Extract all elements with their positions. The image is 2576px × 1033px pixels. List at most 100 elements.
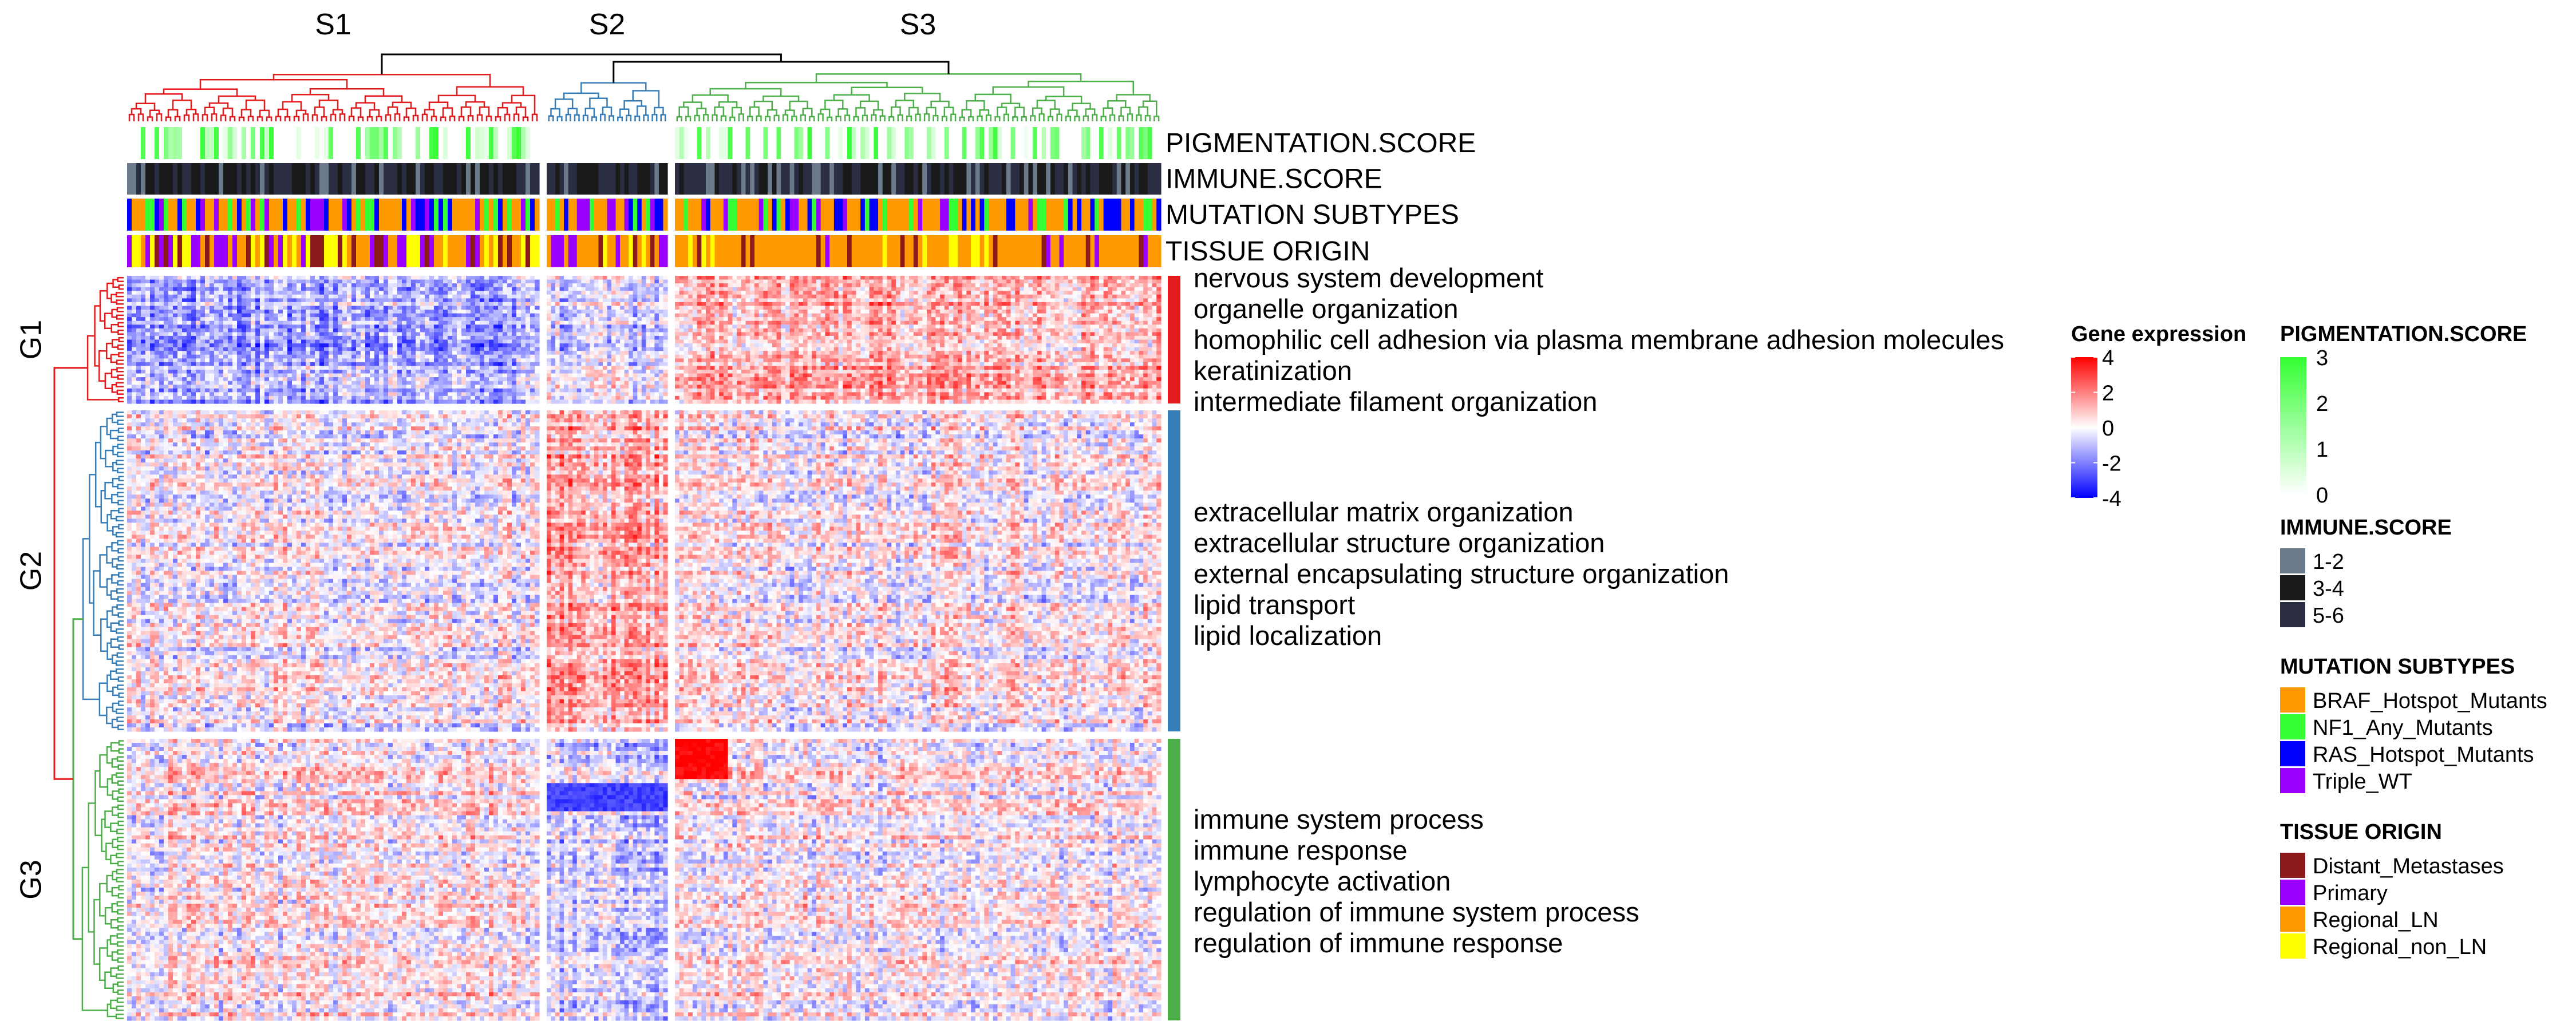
heatmap-cell [196, 388, 201, 393]
heatmap-cell [297, 347, 302, 351]
dendrogram-branch [531, 113, 538, 121]
mutation-cell [966, 199, 971, 231]
heatmap-cell [223, 381, 228, 385]
heatmap-cell [365, 310, 370, 314]
heatmap-cell [182, 399, 187, 404]
heatmap-cell [429, 332, 434, 337]
dendrogram-branch [104, 907, 112, 925]
pigmentation-cell [461, 127, 467, 159]
heatmap-cell [182, 388, 187, 393]
heatmap-cell [452, 310, 457, 314]
heatmap-cell [370, 385, 375, 389]
dendrogram-branch [100, 425, 107, 460]
heatmap-cell [420, 335, 425, 341]
dendrogram-branch [116, 367, 124, 373]
heatmap-cell [406, 377, 412, 382]
heatmap-cell [388, 298, 393, 303]
heatmap-cell [411, 332, 416, 337]
pigmentation-cell [448, 127, 453, 159]
immune-cell [489, 163, 494, 195]
heatmap-cell [521, 283, 526, 288]
heatmap-cell [590, 332, 595, 337]
heatmap-cell [416, 310, 421, 314]
dendrogram-branch [827, 116, 833, 121]
heatmap-cell [205, 287, 210, 291]
heatmap-cell [615, 310, 621, 314]
heatmap-cell [228, 388, 233, 393]
heatmap-cell [210, 324, 215, 329]
heatmap-cell [361, 313, 366, 318]
mutation-cell [493, 199, 499, 231]
immune-cell [210, 163, 215, 195]
heatmap-cell [507, 335, 512, 341]
heatmap-cell [164, 362, 169, 367]
heatmap-cell [255, 392, 260, 397]
heatmap-cell [484, 302, 489, 307]
heatmap-cell [210, 317, 215, 322]
heatmap-cell [145, 332, 151, 337]
heatmap-cell [388, 287, 393, 291]
mutation-cell [237, 199, 242, 231]
heatmap-cell [498, 362, 503, 367]
heatmap-cell [374, 306, 380, 310]
heatmap-cell [475, 317, 480, 322]
heatmap-cell [516, 395, 521, 401]
heatmap-cell [191, 395, 196, 401]
heatmap-cell [611, 276, 617, 280]
heatmap-cell [329, 332, 334, 337]
heatmap-cell [406, 276, 412, 280]
heatmap-cell [374, 313, 380, 318]
heatmap-cell [127, 324, 132, 329]
heatmap-cell [555, 306, 560, 310]
dendrogram-branch [116, 492, 124, 498]
immune-cell [922, 163, 927, 195]
heatmap-cell [255, 313, 260, 318]
heatmap-cell [301, 313, 306, 318]
heatmap-cell [361, 317, 366, 322]
heatmap-cell [555, 302, 560, 307]
heatmap-cell [274, 306, 279, 310]
heatmap-cell [173, 347, 178, 351]
heatmap-cell [484, 291, 489, 295]
heatmap-cell [498, 377, 503, 382]
heatmap-cell [598, 313, 603, 318]
heatmap-cell [663, 324, 668, 329]
heatmap-cell [521, 335, 526, 341]
tissue-cell [210, 235, 215, 267]
heatmap-cell [434, 343, 439, 348]
heatmap-cell [283, 395, 288, 401]
heatmap-cell [283, 328, 288, 333]
heatmap-cell [242, 354, 247, 359]
heatmap-cell [324, 399, 329, 404]
dendrogram-branch [118, 508, 124, 514]
heatmap-cell [187, 347, 192, 351]
mutation-cell [269, 199, 274, 231]
heatmap-cell [136, 351, 141, 355]
heatmap-cell [365, 294, 370, 299]
pigmentation-cell [629, 127, 634, 159]
heatmap-cell [214, 291, 219, 295]
heatmap-cell [292, 388, 297, 393]
dendrogram-branch [651, 114, 658, 121]
heatmap-cell [484, 287, 489, 291]
heatmap-cell [498, 302, 503, 307]
immune-cell [438, 163, 444, 195]
heatmap-cell [411, 388, 416, 393]
pigmentation-cell [411, 127, 416, 159]
heatmap-cell [466, 395, 471, 401]
heatmap-cell [425, 362, 430, 367]
tissue-cell [719, 235, 724, 267]
heatmap-cell [650, 351, 655, 355]
tissue-cell [287, 235, 293, 267]
heatmap-cell [434, 347, 439, 351]
heatmap-cell [516, 294, 521, 299]
heatmap-cell [159, 332, 164, 337]
heatmap-cell [269, 343, 274, 348]
heatmap-cell [136, 399, 141, 404]
heatmap-cell [232, 287, 238, 291]
heatmap-cell [264, 291, 270, 295]
heatmap-cell [379, 362, 384, 367]
heatmap-cell [214, 313, 219, 318]
heatmap-cell [658, 332, 664, 337]
